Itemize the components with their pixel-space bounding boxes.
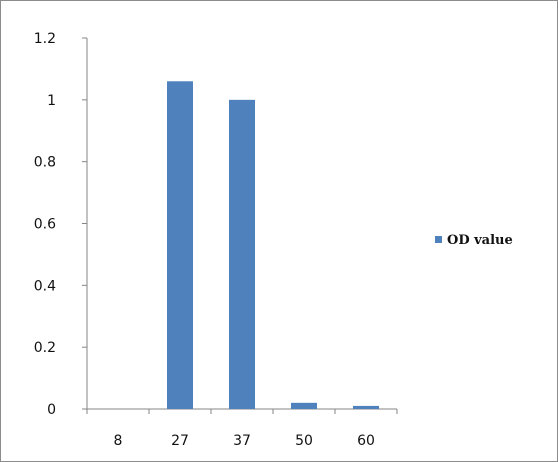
y-tick-label: 0.6 [34,217,56,233]
bars [167,81,379,410]
x-tick-label: 27 [171,433,189,449]
y-tick-label: 0.4 [34,278,56,294]
bar-50 [291,402,317,409]
x-tick-label: 37 [233,433,251,449]
y-tick-label: 1 [47,93,56,109]
x-ticks: 8 27 37 50 60 [86,409,398,449]
y-ticks: 0 0.2 0.4 0.6 0.8 1 1.2 [34,31,87,418]
legend-swatch [435,236,442,243]
y-tick-label: 1.2 [34,31,56,47]
x-tick-label: 50 [295,433,313,449]
x-tick-label: 8 [114,433,123,449]
y-tick-label: 0.8 [34,155,56,171]
legend: OD value [435,233,513,248]
legend-label: OD value [447,233,513,248]
y-tick-label: 0.2 [34,340,56,356]
y-tick-label: 0 [47,402,56,418]
bar-37 [229,99,255,409]
bar-27 [167,81,193,410]
bar-60 [353,405,379,409]
x-tick-label: 60 [357,433,375,449]
